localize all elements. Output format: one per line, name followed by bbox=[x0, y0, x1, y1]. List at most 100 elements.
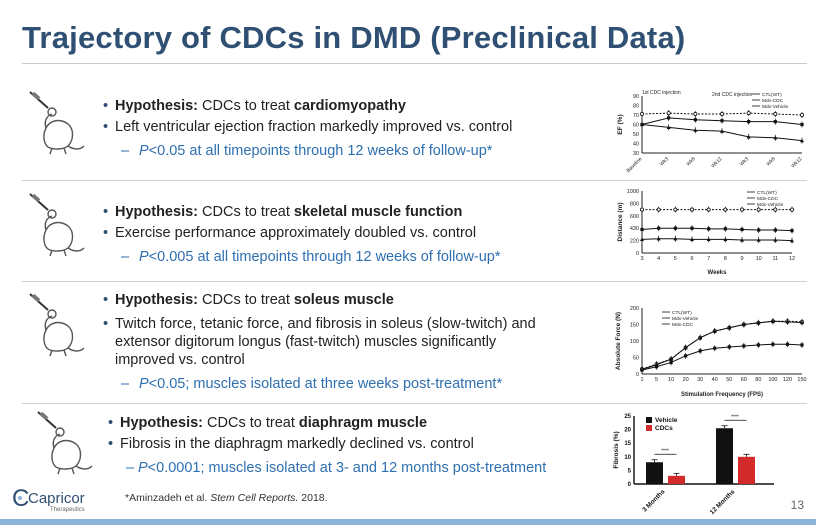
data-point bbox=[771, 342, 775, 346]
y-axis-label: Absolute Force (N) bbox=[615, 312, 622, 370]
p-value-subpoint: – P<0.005 at all timepoints through 12 we… bbox=[121, 249, 501, 265]
force-line-chart: 0 50 100 150 200 1 5 10 20 30 40 50 60 80 100 120 150 Abs… bbox=[615, 306, 807, 398]
data-point bbox=[706, 207, 711, 212]
data-point bbox=[785, 342, 790, 346]
y-tick-label: 5 bbox=[628, 468, 632, 474]
data-point bbox=[746, 134, 751, 139]
x-tick-label: 9 bbox=[740, 256, 743, 262]
mouse-syringe-icon bbox=[29, 293, 85, 357]
data-point bbox=[785, 319, 790, 324]
x-tick-label: 1 bbox=[640, 377, 643, 383]
p-value-subpoint: – P<0.0001; muscles isolated at 3- and 12… bbox=[126, 460, 547, 476]
x-tick-label: 20 bbox=[683, 377, 689, 383]
annotation-label: 2nd CDC injection bbox=[712, 92, 753, 98]
x-tick-label: 30 bbox=[697, 377, 703, 383]
y-tick-label: 80 bbox=[633, 104, 639, 110]
data-point bbox=[640, 227, 644, 232]
legend-label: Mdx-Vehicle bbox=[762, 104, 788, 110]
x-tick-label: 3 bbox=[640, 256, 643, 262]
data-point bbox=[673, 236, 678, 241]
x-tick-label: 5 bbox=[655, 377, 658, 383]
y-tick-label: 25 bbox=[624, 414, 631, 420]
y-tick-label: 20 bbox=[624, 428, 631, 434]
svg-text:Capricor: Capricor bbox=[28, 490, 85, 507]
legend-label: Mdx-Vehicle bbox=[672, 316, 698, 322]
p-value-subpoint: – P<0.05 at all timepoints through 12 wee… bbox=[121, 143, 493, 159]
data-point bbox=[693, 118, 697, 122]
x-tick-label: 5 bbox=[674, 256, 677, 262]
section-diaphragm-muscle: Hypothesis: CDCs to treat diaphragm musc… bbox=[108, 414, 613, 477]
result-bullet: Left ventricular ejection fraction marke… bbox=[103, 118, 593, 136]
x-tick-label: Wk3 bbox=[739, 156, 750, 167]
data-point bbox=[773, 228, 777, 232]
data-point bbox=[706, 237, 711, 241]
data-point bbox=[667, 116, 671, 120]
result-bullet: Twitch force, tetanic force, and fibrosi… bbox=[103, 315, 553, 369]
legend-label: CTL(WT) bbox=[757, 190, 777, 196]
x-axis-label: Weeks bbox=[708, 270, 728, 276]
data-point bbox=[790, 238, 794, 243]
data-point bbox=[740, 227, 744, 232]
data-point bbox=[656, 207, 661, 212]
legend-label: Mdx-CDC bbox=[762, 98, 784, 104]
data-point bbox=[698, 335, 703, 340]
data-point bbox=[690, 207, 695, 212]
p-value-subpoint: – P<0.05; muscles isolated at three weeks… bbox=[121, 376, 503, 392]
data-point bbox=[707, 227, 711, 231]
data-point bbox=[693, 128, 698, 132]
svg-text:Therapeutics: Therapeutics bbox=[50, 507, 85, 513]
x-tick-label: 80 bbox=[755, 377, 761, 383]
y-tick-label: 430 bbox=[630, 226, 639, 232]
section-soleus-muscle: Hypothesis: CDCs to treat soleus muscle … bbox=[103, 291, 553, 393]
x-tick-label: Wk8 bbox=[685, 156, 696, 167]
x-tick-label: 12 bbox=[789, 256, 795, 262]
hypothesis-bullet: Hypothesis: CDCs to treat soleus muscle bbox=[103, 291, 553, 309]
result-bullet: Exercise performance approximately doubl… bbox=[103, 224, 593, 242]
y-tick-label: 0 bbox=[636, 251, 639, 257]
fibrosis-bar-chart: 0 5 10 15 20 25 Fibrosis (%) **** 3 Months **** 12… bbox=[613, 414, 774, 516]
y-tick-label: 150 bbox=[630, 323, 639, 329]
page-title: Trajectory of CDCs in DMD (Preclinical D… bbox=[22, 20, 686, 55]
footnote-citation: *Aminzadeh et al. Stem Cell Reports. 201… bbox=[125, 492, 328, 504]
y-axis-label: EF (%) bbox=[617, 114, 624, 134]
data-point bbox=[800, 122, 804, 127]
mouse-syringe-icon bbox=[37, 411, 93, 475]
bar bbox=[668, 475, 685, 484]
data-point bbox=[723, 207, 728, 212]
data-point bbox=[639, 207, 644, 212]
data-point bbox=[747, 120, 751, 124]
bottom-accent-bar bbox=[0, 519, 816, 525]
x-tick-label: 6 bbox=[690, 256, 693, 262]
data-point bbox=[723, 237, 728, 241]
data-point bbox=[800, 138, 804, 143]
data-point bbox=[666, 125, 671, 129]
data-point bbox=[698, 349, 702, 353]
data-point bbox=[640, 367, 644, 371]
data-point bbox=[640, 237, 644, 241]
data-point bbox=[790, 229, 794, 233]
data-point bbox=[773, 237, 778, 242]
data-point bbox=[666, 111, 671, 116]
legend-swatch bbox=[646, 417, 652, 423]
legend-swatch bbox=[646, 425, 652, 431]
data-point bbox=[746, 111, 751, 116]
y-tick-label: 90 bbox=[633, 94, 639, 100]
data-point bbox=[657, 226, 661, 230]
y-tick-label: 200 bbox=[630, 306, 639, 312]
hypothesis-bullet: Hypothesis: CDCs to treat skeletal muscl… bbox=[103, 203, 593, 221]
section-divider bbox=[22, 180, 807, 181]
data-point bbox=[654, 362, 659, 367]
data-point bbox=[669, 357, 674, 361]
y-tick-label: 50 bbox=[633, 132, 639, 138]
result-bullet: Fibrosis in the diaphragm markedly decli… bbox=[108, 435, 613, 453]
x-tick-label: 50 bbox=[726, 377, 732, 383]
legend-label: CTL(WT) bbox=[762, 92, 782, 98]
bar bbox=[738, 456, 755, 484]
legend-label: Mdx-CDC bbox=[672, 322, 694, 328]
data-point bbox=[727, 325, 732, 330]
x-tick-label: 12 Months bbox=[709, 488, 737, 516]
title-divider bbox=[22, 63, 807, 64]
y-tick-label: 10 bbox=[624, 455, 631, 461]
x-tick-label: 150 bbox=[797, 377, 806, 383]
data-point bbox=[669, 360, 673, 365]
